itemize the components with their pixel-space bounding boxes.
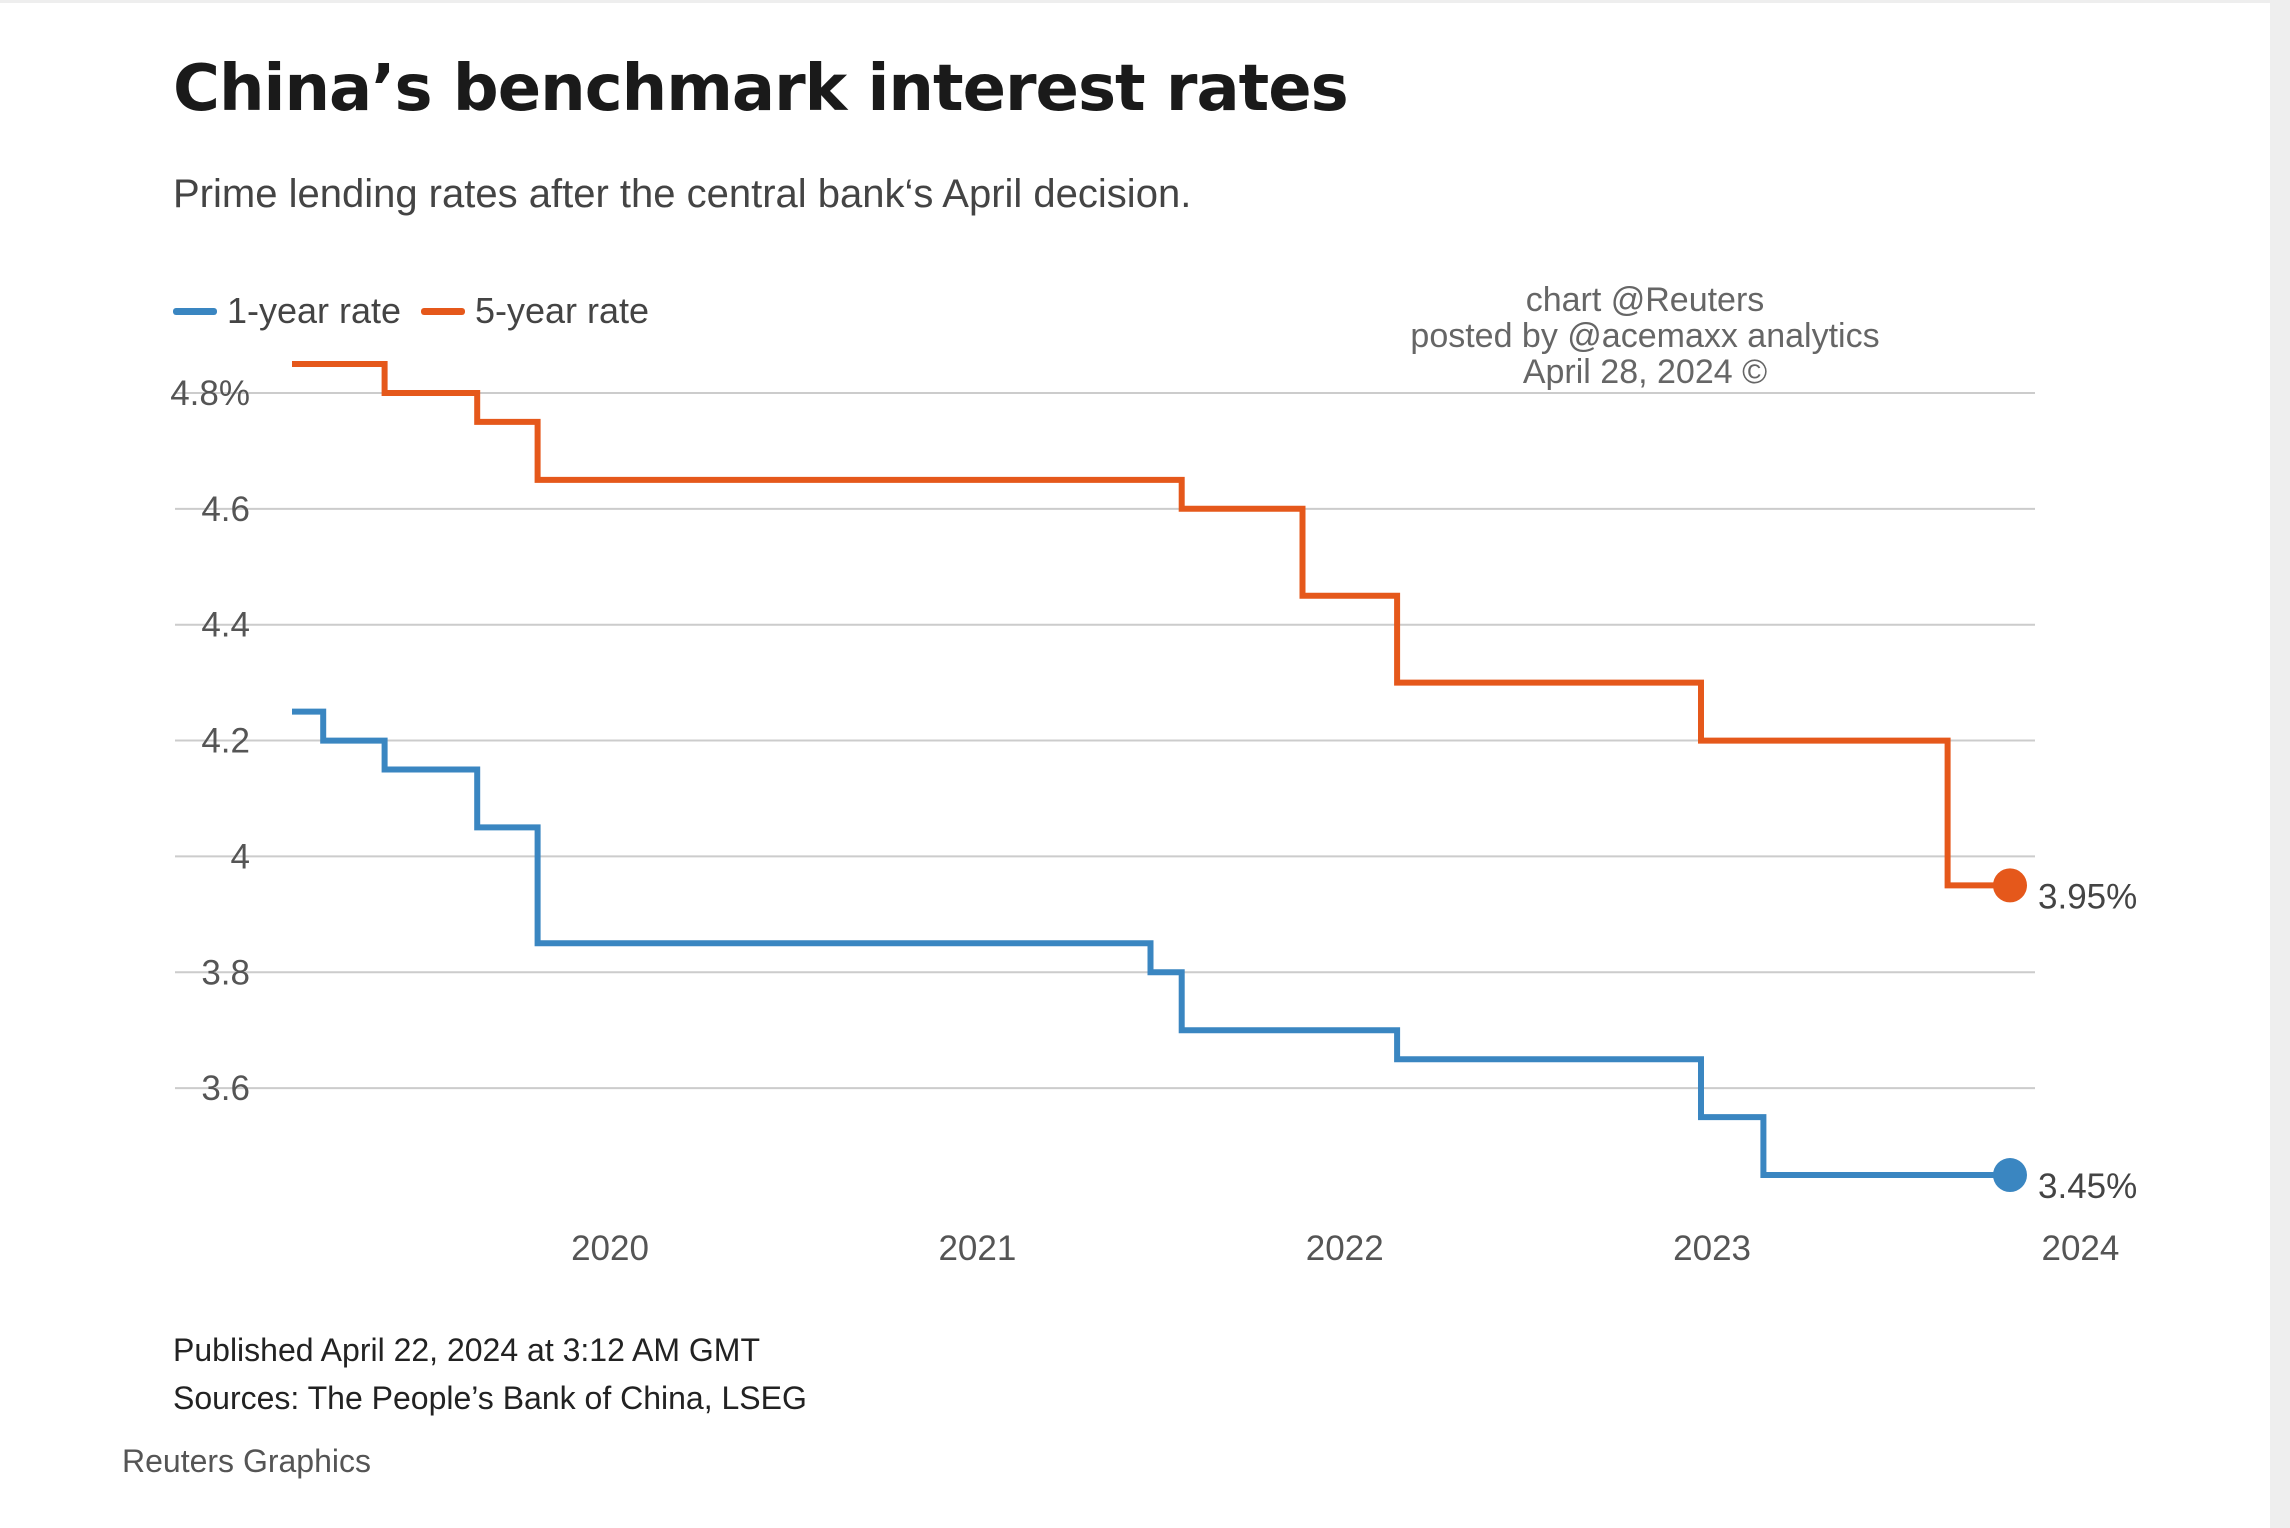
watermark-line-3: April 28, 2024 © (1522, 353, 1768, 391)
chart-subtitle: Prime lending rates after the central ba… (173, 172, 1192, 216)
y-tick-label: 3.6 (201, 1069, 250, 1108)
y-tick-label: 4.6 (201, 490, 250, 529)
end-point-marker (1993, 868, 2027, 903)
legend-swatch-one-year (173, 308, 217, 315)
y-tick-label: 4.8% (170, 374, 250, 413)
x-tick-label: 2021 (938, 1229, 1016, 1268)
watermark-line-2: posted by @acemaxx analytics (1410, 317, 1880, 355)
chart-title: China’s benchmark interest rates (173, 52, 1349, 126)
y-tick-label: 4.2 (201, 722, 250, 761)
end-value-label: 3.95% (2038, 877, 2137, 916)
watermark-line-1: chart @Reuters (1525, 281, 1765, 319)
end-value-label: 3.45% (2038, 1167, 2137, 1206)
x-tick-label: 2022 (1306, 1229, 1384, 1268)
x-tick-label: 2020 (571, 1229, 649, 1268)
y-tick-label: 3.8 (201, 953, 250, 992)
series-line-one-year (292, 708, 2010, 1178)
legend-label-five-year: 5-year rate (475, 290, 650, 331)
legend-swatch-five-year (421, 308, 465, 315)
published-note: Published April 22, 2024 at 3:12 AM GMT (173, 1332, 760, 1368)
x-tick-label: 2024 (2042, 1229, 2120, 1268)
reuters-graphics-credit: Reuters Graphics (122, 1443, 371, 1479)
series-line-five-year (292, 361, 2010, 889)
y-tick-label: 4 (231, 837, 250, 876)
y-tick-label: 4.4 (201, 606, 250, 645)
page-right-border (2270, 0, 2290, 1528)
legend-label-one-year: 1-year rate (227, 290, 402, 331)
end-point-marker (1993, 1158, 2027, 1193)
sources-note: Sources: The People’s Bank of China, LSE… (173, 1380, 807, 1416)
x-tick-label: 2023 (1673, 1229, 1751, 1268)
attribution-watermark: chart @Reuters posted by @acemaxx analyt… (1380, 282, 1910, 390)
page-top-border (0, 0, 2290, 3)
